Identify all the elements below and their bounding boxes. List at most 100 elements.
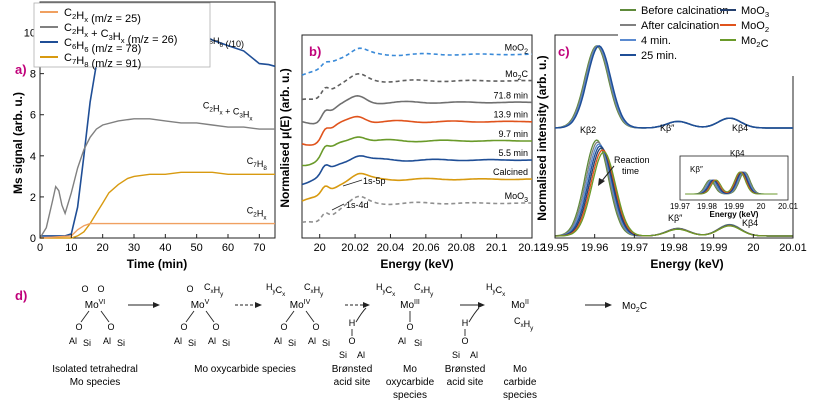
inset-xlabel: Energy (keV) xyxy=(710,210,759,219)
oxygen-atom: O xyxy=(280,322,287,332)
curve-label-3: C7H8 xyxy=(247,156,268,172)
x-tick-label: 20.12 xyxy=(518,242,546,254)
series-label-5: 9.7 min xyxy=(498,129,528,139)
inset-x-tick-label: 19.98 xyxy=(697,202,718,211)
x-tick-label: 19.95 xyxy=(541,242,569,254)
reaction-time-line-1: Reaction xyxy=(614,155,650,165)
silicon-atom: Si xyxy=(414,338,422,348)
x-tick-label: 50 xyxy=(191,242,203,254)
panel-c-legend: Before calcination After calcination 4 min… xyxy=(618,3,798,76)
reaction-time-arrowhead xyxy=(598,178,605,186)
annotation-kb2-lower: Kβ2 xyxy=(580,125,596,135)
species-caption: species xyxy=(503,390,537,401)
x-tick-label: 19.98 xyxy=(660,242,688,254)
legend-entry-5: MoO3 xyxy=(741,5,769,19)
acid-site-caption: acid site xyxy=(447,377,484,388)
y-tick-label: 2 xyxy=(30,192,36,204)
panel-a-ticks: 0 10 20 30 40 50 60 70 0 2 4 6 8 10 xyxy=(24,28,266,254)
alkyl-group: CxHy xyxy=(204,282,224,298)
reaction-arrow-3-head xyxy=(363,302,370,308)
species-caption: Isolated tetrahedral xyxy=(52,364,138,375)
annotation-kb4-upper: Kβ4 xyxy=(732,123,748,133)
oxo-atom: O xyxy=(81,284,88,294)
alkyl-group: HyCx xyxy=(266,282,286,298)
x-tick-label: 20 xyxy=(747,242,759,254)
bond xyxy=(185,310,195,323)
aluminium-atom: Al xyxy=(357,350,365,360)
alkyl-group: HyCx xyxy=(486,282,506,298)
panel-a-frame xyxy=(39,1,276,239)
series-label-6: 5.5 min xyxy=(498,148,528,158)
panel-c-ylabel: Normalised intensity (arb. u.) xyxy=(535,55,549,220)
series-line-4 xyxy=(39,222,275,239)
x-tick-label: 20.01 xyxy=(779,242,807,254)
inset-annotation-kb4: Kβ4 xyxy=(730,149,745,158)
species-caption: Mo species xyxy=(70,377,121,388)
y-tick-label: 8 xyxy=(30,69,36,81)
panel-a-legend-box xyxy=(33,2,211,68)
series-label-1: MoO2 xyxy=(505,42,529,55)
panel-c-xlabel: Energy (keV) xyxy=(650,257,723,271)
oxygen-atom: O xyxy=(75,322,82,332)
annotation-1s-5p: 1s-5p xyxy=(363,176,386,186)
panel-b-ticks: 20 20.02 20.04 20.06 20.08 20.1 20.12 xyxy=(314,234,546,254)
series-line-8 xyxy=(301,195,532,224)
y-tick-label: 0 xyxy=(30,233,36,245)
series-label-7: Calcined xyxy=(493,167,528,177)
inset-x-tick-label: 20 xyxy=(757,202,766,211)
upper-spectrum-4 xyxy=(555,45,793,129)
series-line-3 xyxy=(301,94,533,125)
hydrogen-atom: H xyxy=(462,318,469,328)
reaction-time-arrow-shaft xyxy=(600,165,615,183)
silicon-atom: Si xyxy=(452,350,460,360)
legend-entry-4: 25 min. xyxy=(641,50,677,62)
acid-site-caption: Brønsted xyxy=(445,364,486,375)
oxygen-atom: O xyxy=(107,322,114,332)
x-tick-label: 0 xyxy=(37,242,43,254)
inset-x-tick-label: 20.01 xyxy=(778,202,799,211)
species-caption: carbide xyxy=(504,377,537,388)
alkyl-group: CxHy xyxy=(514,316,534,332)
series-label-4: 13.9 min xyxy=(493,110,528,120)
legend-entry-1: Before calcination xyxy=(641,5,728,17)
x-tick-label: 19.99 xyxy=(700,242,728,254)
panel-b-xlabel: Energy (keV) xyxy=(380,257,453,271)
panel-b-series-labels: MoO2 Mo2C 71.8 min 13.9 min 9.7 min 5.5 min Ca… xyxy=(493,42,529,204)
inset-x-tick-label: 19.97 xyxy=(670,202,691,211)
inset-x-tick-label: 19.99 xyxy=(724,202,745,211)
reaction-arrow-2-head xyxy=(255,302,262,308)
panel-c-label: c) xyxy=(558,44,570,59)
mo-center-1: MoVI xyxy=(85,299,106,311)
x-tick-label: 20.02 xyxy=(341,242,369,254)
mo-center-5: MoII xyxy=(511,299,529,311)
aluminium-atom: Al xyxy=(69,336,77,346)
annotation-kb-double-prime-upper: Kβ″ xyxy=(660,123,675,133)
legend-box xyxy=(618,3,798,76)
x-tick-label: 20.04 xyxy=(377,242,405,254)
inset-frame xyxy=(679,155,789,201)
legend-entry-2: C2Hx + C3Hx (m/z = 26) xyxy=(64,22,177,46)
series-line-6 xyxy=(301,155,533,186)
y-tick-label: 4 xyxy=(30,151,36,163)
silicon-atom: Si xyxy=(339,350,347,360)
panel-d-label: d) xyxy=(15,288,27,303)
x-tick-label: 20.06 xyxy=(412,242,440,254)
x-tick-label: 19.96 xyxy=(581,242,609,254)
species-caption: oxycarbide xyxy=(386,377,435,388)
species-caption: Mo xyxy=(403,364,417,375)
oxo-atom: O xyxy=(97,284,104,294)
mo-center-4: MoIII xyxy=(400,299,420,311)
panel-a-xlabel: Time (min) xyxy=(127,257,187,271)
bond xyxy=(285,310,295,323)
x-tick-label: 30 xyxy=(128,242,140,254)
aluminium-atom: Al xyxy=(398,336,406,346)
panel-b-frame xyxy=(301,34,533,239)
series-label-8: MoO3 xyxy=(505,191,529,204)
panel-b: 20 20.02 20.04 20.06 20.08 20.1 20.12 MoO2 Mo2C… xyxy=(278,34,546,271)
reaction-arrow-4-head xyxy=(478,302,485,308)
silicon-atom: Si xyxy=(83,338,91,348)
oxygen-atom: O xyxy=(348,336,355,346)
panel-b-annotations: 1s-5p 1s-4d xyxy=(331,176,386,211)
